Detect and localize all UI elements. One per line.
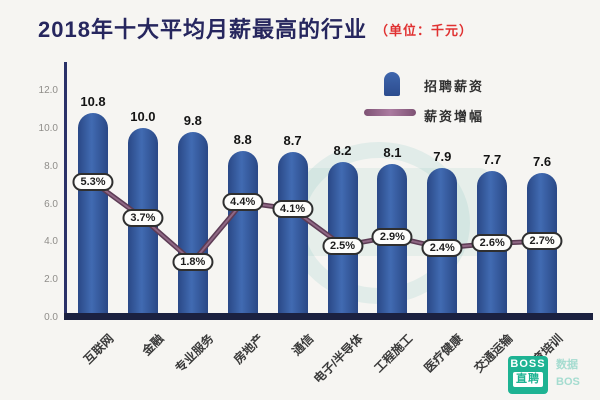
bar-value-label: 8.1 (383, 144, 402, 160)
boss-zhipin-logo: BOSS 直聘 (508, 356, 548, 394)
y-axis-tick: 12.0 (38, 85, 58, 96)
line-point-label: 2.4% (421, 239, 463, 258)
y-axis-tick: 6.0 (44, 198, 58, 210)
bar-value-label: 7.9 (433, 148, 452, 164)
bar-value-label: 10.8 (80, 93, 106, 109)
legend-label: 招聘薪资 (424, 79, 485, 94)
bar-series-icon (384, 72, 400, 96)
y-axis-tick: 8.0 (44, 160, 58, 172)
bar-value-label: 8.8 (233, 131, 252, 147)
line-series-icon (364, 109, 416, 116)
y-axis-line (64, 62, 67, 317)
line-point-label: 2.5% (321, 236, 364, 255)
bar (227, 150, 258, 317)
y-axis-tick: 2.0 (44, 274, 58, 286)
bar (277, 152, 308, 317)
bar-value-label: 10.0 (130, 108, 156, 124)
line-point-label: 2.9% (371, 227, 413, 246)
bar-value-label: 9.8 (183, 112, 202, 128)
line-point-label: 4.4% (222, 193, 264, 212)
legend-label: 薪资增幅 (424, 109, 485, 124)
chart-title: 2018年十大平均月薪最高的行业 （单位：千元） (38, 12, 473, 44)
chart-title-text: 2018年十大平均月薪最高的行业 (38, 17, 367, 42)
logo-text-bottom: 直聘 (513, 372, 543, 387)
logo-caption: 数据 BOS (556, 357, 600, 391)
y-axis-tick: 4.0 (44, 236, 58, 248)
y-axis-tick: 0.0 (44, 312, 58, 323)
legend: 招聘薪资 薪资增幅 (362, 72, 522, 124)
bar (78, 112, 108, 317)
bar-value-label: 7.6 (533, 154, 552, 170)
legend-item-growth: 薪资增幅 (362, 98, 522, 124)
bar-value-label: 8.2 (333, 142, 352, 158)
logo-text-top: BOSS (510, 358, 546, 370)
bar-value-label: 8.7 (283, 133, 302, 149)
legend-item-salary: 招聘薪资 (362, 72, 522, 98)
line-point-label: 4.1% (272, 200, 314, 219)
logo-caption-line2: BOS (556, 376, 580, 388)
bar (177, 131, 208, 317)
bar-value-label: 7.7 (483, 152, 502, 168)
chart-title-unit: （单位：千元） (374, 23, 473, 38)
line-point-label: 2.7% (521, 232, 563, 251)
logo-caption-line1: 数据 (556, 359, 578, 371)
line-point-label: 1.8% (172, 252, 214, 271)
line-point-label: 2.6% (471, 234, 513, 253)
line-point-label: 3.7% (122, 209, 164, 228)
line-point-label: 5.3% (72, 172, 114, 191)
x-axis-line (64, 313, 593, 320)
y-axis-tick: 10.0 (38, 122, 58, 134)
